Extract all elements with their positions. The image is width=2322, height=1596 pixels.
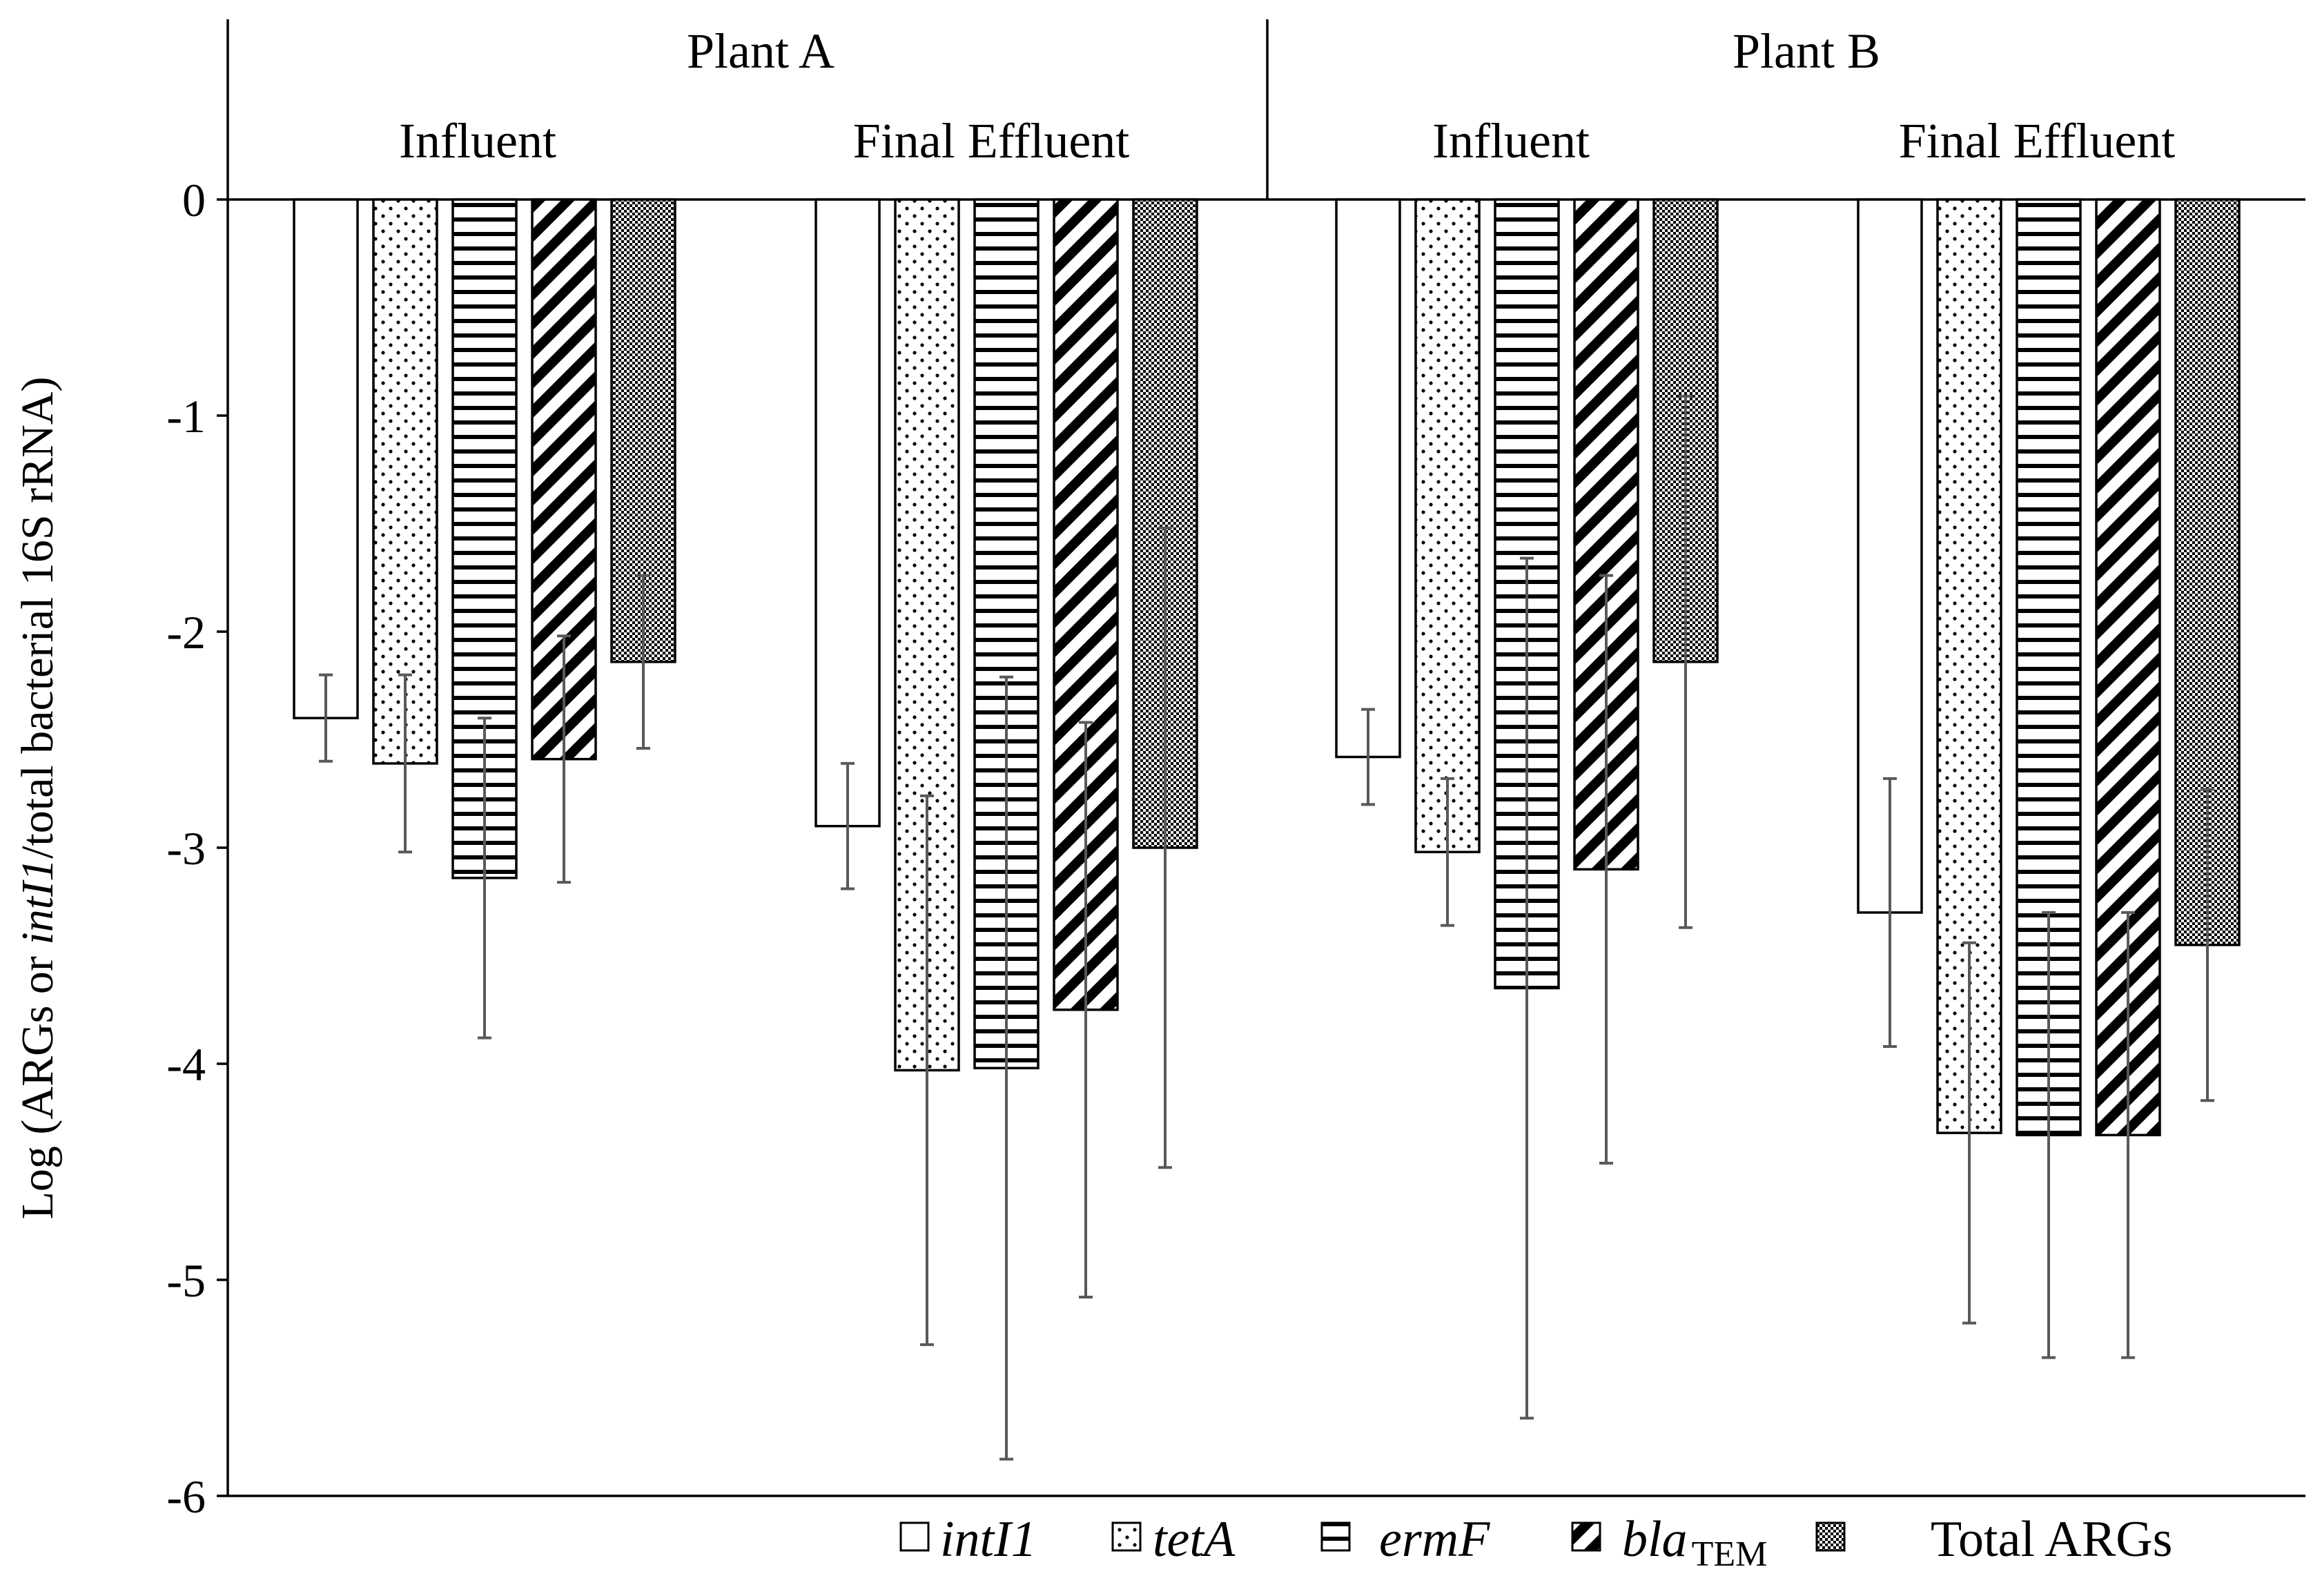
bars [293, 198, 2241, 1137]
group-headers: Plant A Plant B Influent Final Effluent Infl… [399, 23, 2175, 168]
legend-swatch [899, 1521, 930, 1552]
legend-swatch [1111, 1521, 1142, 1552]
y-axis-label: Log (ARGs or intI1/total bacterial 16S r… [12, 377, 63, 1220]
legend-label: intI1 [940, 1511, 1037, 1568]
legend-label: bla TEM [1622, 1511, 1767, 1574]
legend-label: tetA [1153, 1511, 1236, 1568]
bar [1414, 198, 1481, 854]
legend: intI1 tetA ermF bla TEM Total ARGs [899, 1511, 2172, 1574]
legend-swatch [1320, 1521, 1351, 1552]
legend-swatch [1571, 1521, 1601, 1552]
y-tick-label: -6 [166, 1470, 206, 1523]
error-bars [319, 394, 2214, 1461]
y-tick-label: -4 [166, 1038, 206, 1091]
bar [814, 198, 881, 828]
y-axis: 0 -1 -2 -3 -4 -5 -6 [166, 174, 228, 1523]
legend-label: ermF [1379, 1511, 1490, 1568]
bar [372, 198, 438, 765]
plant-label: Plant B [1733, 23, 1880, 79]
stage-label: Influent [1432, 113, 1590, 168]
y-tick-label: 0 [182, 174, 206, 226]
legend-label: Total ARGs [1931, 1511, 2172, 1568]
plant-label: Plant A [687, 23, 835, 79]
y-tick-label: -1 [166, 390, 206, 442]
stage-label: Final Effluent [1899, 113, 2176, 168]
stage-label: Influent [399, 113, 556, 168]
y-tick-label: -3 [166, 822, 206, 875]
stage-label: Final Effluent [853, 113, 1130, 168]
bar [293, 198, 359, 719]
y-tick-label: -5 [166, 1254, 206, 1307]
bar [1335, 198, 1401, 759]
legend-swatch [1815, 1521, 1846, 1552]
y-tick-label: -2 [166, 606, 206, 659]
